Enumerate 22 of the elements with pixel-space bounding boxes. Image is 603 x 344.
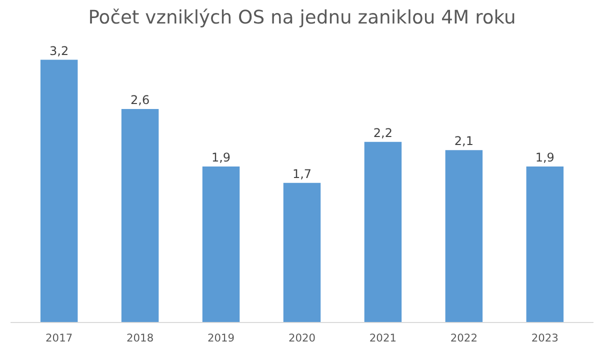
data-label: 1,9 bbox=[535, 150, 554, 165]
data-label: 2,1 bbox=[454, 134, 474, 148]
data-label: 1,7 bbox=[292, 166, 312, 181]
chart-title: Počet vzniklých OS na jednu zaniklou 4M roku bbox=[88, 8, 516, 28]
x-tick-label: 2020 bbox=[288, 332, 316, 344]
data-label: 1,9 bbox=[211, 150, 231, 165]
bar bbox=[445, 150, 483, 322]
bar bbox=[526, 166, 564, 322]
x-tick-label: 2017 bbox=[46, 332, 73, 344]
x-tick-label: 2019 bbox=[207, 332, 235, 344]
bar bbox=[202, 166, 240, 322]
data-label: 2,6 bbox=[130, 93, 150, 108]
data-label: 2,2 bbox=[373, 126, 393, 140]
bar bbox=[40, 60, 78, 322]
x-tick-label: 2023 bbox=[531, 332, 558, 344]
data-label: 3,2 bbox=[50, 44, 69, 58]
bar bbox=[283, 182, 321, 322]
x-tick-label: 2018 bbox=[126, 332, 154, 344]
x-tick-label: 2021 bbox=[369, 332, 397, 344]
bar bbox=[364, 142, 402, 322]
bar bbox=[121, 109, 159, 322]
x-tick-label: 2022 bbox=[450, 332, 478, 344]
